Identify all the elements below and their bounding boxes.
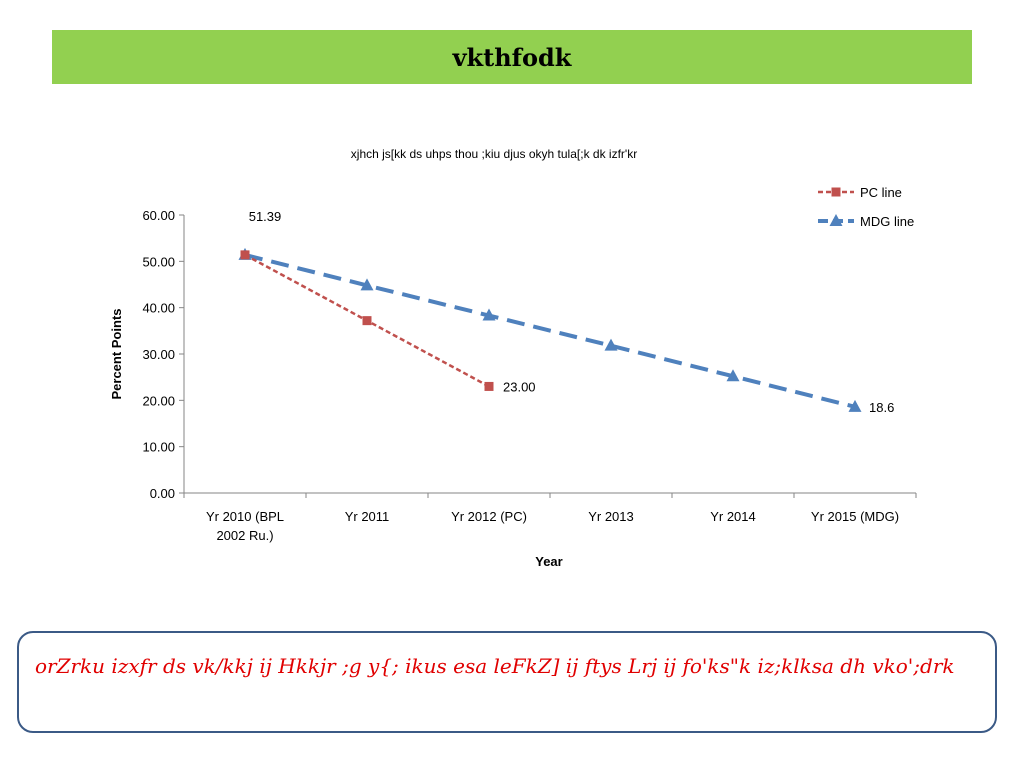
y-tick-label: 0.00 [150, 486, 175, 501]
legend-label: PC line [860, 185, 902, 200]
legend-marker [831, 187, 841, 197]
x-axis-title: Year [535, 554, 562, 569]
chart-title: xjhch js[kk ds uhps thou ;kiu djus okyh … [351, 147, 637, 161]
y-tick-label: 20.00 [142, 393, 175, 408]
data-point-mdg [360, 278, 374, 291]
data-point-mdg [848, 399, 862, 412]
note-text: orZrku izxfr ds vk/kkj ij Hkkjr ;g y{; i… [35, 654, 955, 678]
y-tick-label: 60.00 [142, 208, 175, 223]
x-tick-label: Yr 2014 [710, 509, 756, 524]
data-point-pc [362, 316, 372, 326]
line-chart: xjhch js[kk ds uhps thou ;kiu djus okyh … [109, 147, 917, 569]
data-label: 51.39 [249, 209, 282, 224]
data-point-mdg [604, 338, 618, 351]
note-box: orZrku izxfr ds vk/kkj ij Hkkjr ;g y{; i… [17, 631, 997, 733]
y-tick-label: 50.00 [142, 254, 175, 269]
data-label: 23.00 [503, 379, 536, 394]
legend-marker [829, 214, 843, 226]
header-banner: vkthfodk [52, 30, 972, 84]
x-tick-label: Yr 2013 [588, 509, 634, 524]
y-tick-label: 10.00 [142, 440, 175, 455]
x-tick-label: Yr 2012 (PC) [451, 509, 527, 524]
y-axis-title: Percent Points [109, 308, 124, 399]
page-title: vkthfodk [452, 42, 572, 72]
data-point-mdg [482, 308, 496, 321]
x-tick-label: Yr 2015 (MDG) [811, 509, 899, 524]
data-point-pc [240, 250, 250, 260]
data-point-mdg [726, 369, 740, 382]
legend-label: MDG line [860, 214, 914, 229]
data-point-pc [484, 381, 494, 391]
x-tick-label: Yr 2010 (BPL 2002 Ru.) [206, 509, 284, 543]
x-tick-label: Yr 2011 [345, 509, 390, 524]
y-tick-label: 30.00 [142, 347, 175, 362]
series-line-mdg [244, 252, 856, 409]
y-tick-label: 40.00 [142, 301, 175, 316]
data-label: 18.6 [869, 400, 894, 415]
